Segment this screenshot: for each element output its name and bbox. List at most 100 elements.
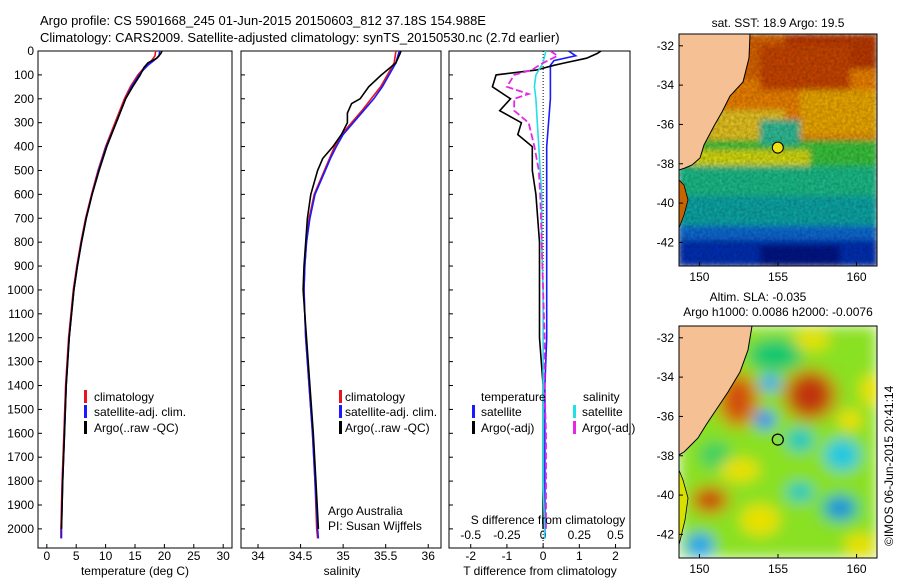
temperature-legend: climatology satellite-adj. clim. Argo(..… [84, 390, 186, 435]
legend-swatch-climatology [339, 390, 342, 403]
depth-tick-label: 600 [14, 187, 34, 201]
s-difference-tick-label: -0.25 [493, 528, 521, 542]
sla-map-lon-ticks: 150 155 160 [689, 554, 867, 576]
salinity-panel: 34 34.5 35 35.5 36 salinity climatology sate… [240, 50, 442, 578]
depth-tick-label: 1700 [7, 450, 34, 464]
lat-tick-label: -40 [657, 196, 675, 210]
legend-label-t-satellite: satellite [481, 405, 522, 419]
legend-label-argo: Argo(..raw -QC) [345, 421, 430, 435]
temperature-axes-frame [37, 50, 233, 549]
lat-tick-label: -42 [657, 527, 675, 541]
sst-map-lon-ticks: 150 155 160 [689, 262, 867, 284]
depth-tick-label: 200 [14, 92, 34, 106]
salinity-x-tick-label: 35 [336, 549, 350, 563]
difference-x-tick-label: 0 [540, 549, 547, 563]
temperature-x-tick-label: 0 [43, 549, 50, 563]
salinity-y-ticks [241, 50, 245, 530]
legend-swatch-s-satellite [573, 405, 576, 418]
temperature-x-ticks: 0 5 10 15 20 25 30 [43, 544, 230, 563]
salinity-argo-line [302, 51, 402, 529]
depth-tick-label: 1000 [7, 283, 34, 297]
lat-tick-label: -36 [657, 409, 675, 423]
depth-tick-label: 700 [14, 211, 34, 225]
legend-label-satellite: satellite-adj. clim. [94, 405, 186, 419]
salinity-xlabel: salinity [324, 564, 361, 578]
legend-label-s-argo: Argo(-adj) [582, 421, 635, 435]
depth-tick-label: 1100 [8, 307, 34, 321]
lon-tick-label: 160 [847, 270, 867, 284]
lat-tick-label: -32 [657, 39, 675, 53]
salinity-x-tick-label: 36 [422, 549, 436, 563]
sst-map-title: sat. SST: 18.9 Argo: 19.5 [712, 16, 845, 30]
s-diff-argo-line [505, 51, 560, 529]
depth-tick-label: 1500 [7, 402, 34, 416]
legend-title-salinity: salinity [583, 390, 620, 404]
lat-tick-label: -34 [657, 370, 675, 384]
salinity-x-tick-label: 34.5 [289, 549, 313, 563]
legend-label-s-satellite: satellite [582, 405, 623, 419]
difference-x-ticks: -2 -1 0 1 2 [465, 544, 619, 563]
sla-land-mass [679, 326, 753, 456]
legend-label-t-argo: Argo(-adj) [481, 421, 534, 435]
legend-swatch-satellite [84, 405, 87, 418]
s-difference-xlabel: S difference from climatology [471, 513, 626, 527]
difference-legend: temperature satellite Argo(-adj) salinit… [472, 390, 635, 435]
s-difference-tick-label: -0.5 [460, 528, 481, 542]
salinity-x-tick-label: 34 [251, 549, 265, 563]
depth-tick-label: 1200 [7, 331, 34, 345]
annotation-pi-name: PI: Susan Wijffels [328, 519, 422, 533]
salinity-x-ticks: 34 34.5 35 35.5 36 [251, 544, 435, 563]
annotation-argo-australia: Argo Australia [328, 504, 403, 518]
sla-map-subtitle: Argo h1000: 0.0086 h2000: -0.0076 [683, 305, 873, 319]
t-diff-satellite-line [544, 51, 578, 539]
legend-label-climatology: climatology [94, 390, 154, 404]
title-line-1: Argo profile: CS 5901668_245 01-Jun-2015… [40, 13, 486, 28]
salinity-legend: climatology satellite-adj. clim. Argo(..… [339, 390, 437, 435]
sla-map-lat-ticks: -32 -34 -36 -38 -40 -42 [657, 331, 683, 541]
sst-land-mass [679, 34, 751, 171]
difference-x-tick-label: -1 [502, 549, 513, 563]
depth-tick-label: 800 [14, 235, 34, 249]
depth-tick-label: 500 [14, 163, 34, 177]
lat-tick-label: -38 [657, 449, 675, 463]
depth-tick-label: 1300 [7, 355, 34, 369]
sla-coastline-south [679, 469, 689, 546]
legend-swatch-satellite [339, 405, 342, 418]
depth-tick-label: 900 [14, 259, 34, 273]
depth-tick-label: 0 [27, 44, 34, 58]
salinity-axes-frame [240, 50, 442, 549]
temperature-x-tick-label: 25 [187, 549, 201, 563]
lon-tick-label: 160 [847, 562, 867, 576]
temperature-panel: 0 100 200 300 400 500 600 700 800 900 1000 1100 1200… [7, 44, 233, 578]
lon-tick-label: 155 [768, 270, 788, 284]
s-difference-tick-label: 0.5 [607, 528, 624, 542]
argo-location-marker [771, 433, 784, 446]
lat-tick-label: -32 [657, 331, 675, 345]
t-difference-xlabel: T difference from climatology [463, 564, 617, 578]
depth-tick-label: 1900 [7, 498, 34, 512]
depth-tick-label: 300 [14, 116, 34, 130]
legend-swatch-climatology [84, 390, 87, 403]
temperature-xlabel: temperature (deg C) [81, 564, 189, 578]
legend-label-climatology: climatology [345, 390, 405, 404]
legend-swatch-argo [84, 421, 87, 434]
sla-map-title: Altim. SLA: -0.035 [710, 290, 807, 304]
legend-title-temperature: temperature [481, 390, 546, 404]
lon-tick-label: 155 [768, 562, 788, 576]
lat-tick-label: -34 [657, 78, 675, 92]
difference-panel: -2 -1 0 1 2 -0.5 -0.25 0 0.25 0.5 S difference f… [448, 50, 635, 578]
lon-tick-label: 150 [689, 562, 709, 576]
legend-label-satellite: satellite-adj. clim. [345, 405, 437, 419]
sst-map: sat. SST: 18.9 Argo: 19.5 [657, 16, 878, 284]
depth-tick-label: 1600 [7, 426, 34, 440]
argo-location-marker [771, 141, 784, 154]
lon-tick-label: 150 [689, 270, 709, 284]
legend-label-argo: Argo(..raw -QC) [94, 421, 179, 435]
imos-credit: ©IMOS 06-Jun-2015 20:41:14 [882, 385, 896, 546]
depth-tick-label: 100 [14, 68, 34, 82]
legend-swatch-argo [339, 421, 342, 434]
depth-tick-label: 400 [14, 140, 34, 154]
lat-tick-label: -42 [657, 235, 675, 249]
t-diff-argo-line [491, 51, 602, 529]
